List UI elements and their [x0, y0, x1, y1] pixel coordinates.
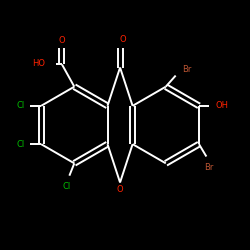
- Text: O: O: [119, 35, 126, 44]
- Text: OH: OH: [215, 101, 228, 110]
- Text: O: O: [59, 36, 65, 45]
- Text: Cl: Cl: [17, 140, 25, 149]
- Text: O: O: [117, 185, 123, 194]
- Text: Br: Br: [204, 163, 214, 172]
- Text: Br: Br: [182, 65, 191, 74]
- Text: HO: HO: [32, 59, 45, 68]
- Text: Cl: Cl: [63, 182, 71, 191]
- Text: Cl: Cl: [17, 101, 25, 110]
